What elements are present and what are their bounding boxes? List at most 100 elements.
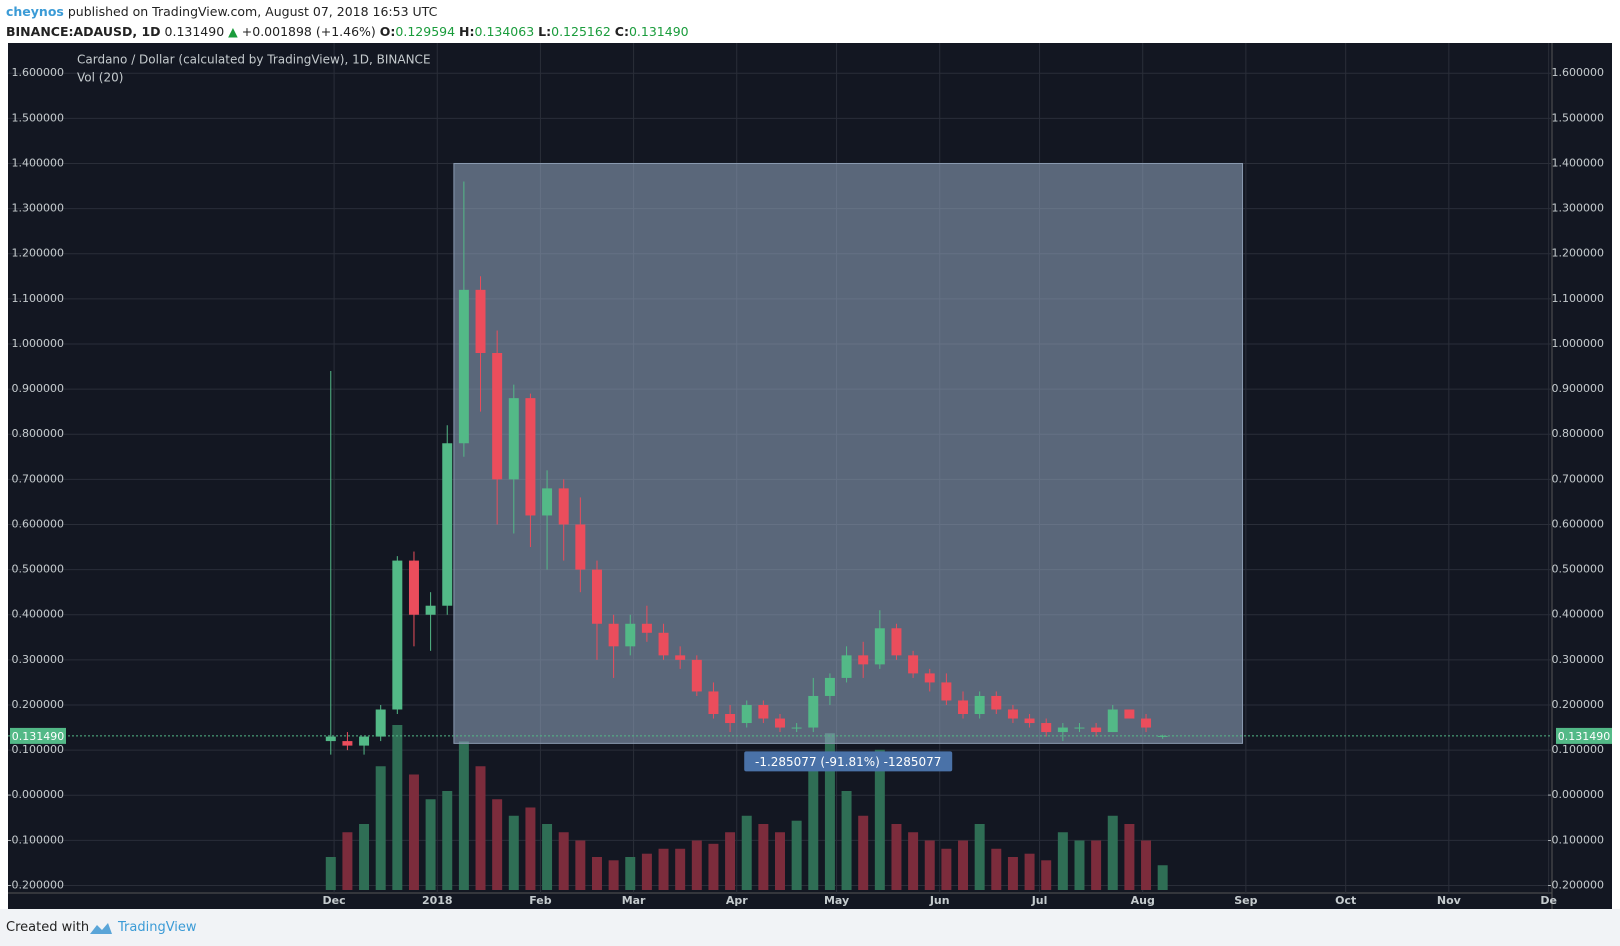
candle-body bbox=[741, 704, 752, 724]
y-tick-label: 0.600000 bbox=[12, 517, 65, 530]
volume-bar bbox=[941, 848, 952, 890]
y-tick-label: -0.000000 bbox=[8, 788, 64, 801]
h: 0.134063 bbox=[474, 24, 535, 39]
candle-body bbox=[359, 736, 370, 746]
y-tick-label: 0.300000 bbox=[12, 653, 65, 666]
x-tick-label: Feb bbox=[529, 894, 552, 907]
candle-body bbox=[991, 695, 1002, 710]
y-tick-label: 0.200000 bbox=[1552, 698, 1605, 711]
volume-bar bbox=[525, 807, 536, 890]
chart: 1.600000 1.600000 1.500000 1.500000 1.400000… bbox=[8, 43, 1612, 909]
y-tick-label: 1.600000 bbox=[12, 66, 65, 79]
candle-body bbox=[1007, 709, 1018, 719]
candle-body bbox=[1091, 727, 1102, 733]
volume-bar bbox=[508, 815, 519, 890]
brand[interactable]: TradingView bbox=[118, 920, 197, 935]
c-label: C: bbox=[614, 24, 629, 39]
y-tick-label: 1.500000 bbox=[12, 111, 65, 124]
y-tick-label: 1.600000 bbox=[1552, 66, 1605, 79]
volume-bar bbox=[891, 824, 902, 890]
measure-box bbox=[453, 162, 1244, 744]
y-tick-label: 0.400000 bbox=[12, 608, 65, 621]
price-label-bg bbox=[1556, 727, 1612, 744]
volume-bar bbox=[958, 840, 969, 890]
volume-bar bbox=[458, 741, 469, 890]
volume-bar bbox=[342, 832, 353, 890]
y-tick-label: -0.200000 bbox=[1548, 878, 1604, 891]
volume-bar bbox=[591, 857, 602, 890]
y-tick-label: 0.300000 bbox=[1552, 653, 1605, 666]
volume-bar bbox=[874, 749, 885, 890]
x-tick-label: Apr bbox=[726, 894, 748, 907]
candle-body bbox=[675, 655, 686, 660]
volume-bar bbox=[542, 824, 553, 890]
candle-body bbox=[525, 398, 536, 516]
l: 0.125162 bbox=[551, 24, 611, 39]
candle-body bbox=[691, 659, 702, 692]
author[interactable]: cheynos bbox=[6, 4, 64, 19]
measure-label-bg bbox=[744, 751, 953, 772]
y-tick-label: 1.300000 bbox=[12, 202, 65, 215]
candle-body bbox=[974, 695, 985, 715]
volume-bar bbox=[442, 791, 453, 890]
x-tick-label: De bbox=[1540, 894, 1557, 907]
volume-bar bbox=[1141, 840, 1152, 890]
volume-bar bbox=[908, 832, 919, 890]
measure-label: -1.285077 (-91.81%) -1285077 bbox=[755, 755, 941, 769]
volume-bar bbox=[641, 853, 652, 890]
candle-body bbox=[325, 736, 336, 742]
candle-body bbox=[958, 700, 969, 715]
x-tick-label: Mar bbox=[622, 894, 646, 907]
volume-bar bbox=[775, 832, 785, 890]
volume-bar bbox=[691, 840, 702, 890]
volume-bar bbox=[841, 791, 852, 890]
volume-bar bbox=[1041, 860, 1052, 890]
candle-body bbox=[1157, 735, 1168, 737]
o-label: O: bbox=[379, 24, 396, 39]
x-tick-label: 2018 bbox=[422, 894, 453, 907]
y-tick-label: 1.400000 bbox=[12, 156, 65, 169]
o: 0.129594 bbox=[395, 24, 456, 39]
candle-body bbox=[425, 605, 436, 615]
x-tick-label: Sep bbox=[1234, 894, 1257, 907]
volume-bar bbox=[475, 766, 486, 890]
candle-body bbox=[608, 623, 619, 647]
volume-bar bbox=[375, 766, 386, 890]
y-tick-label: 0.500000 bbox=[12, 563, 65, 576]
y-tick-label: 1.100000 bbox=[1552, 292, 1605, 305]
x-tick-label: Oct bbox=[1335, 894, 1356, 907]
candle-body bbox=[1024, 718, 1035, 724]
y-tick-label: 1.000000 bbox=[12, 337, 65, 350]
candle-body bbox=[924, 673, 935, 683]
y-tick-label: 1.300000 bbox=[1552, 202, 1605, 215]
candle-body bbox=[392, 560, 403, 710]
volume-bar bbox=[991, 848, 1002, 890]
y-tick-label: -0.000000 bbox=[1548, 788, 1604, 801]
candle-body bbox=[891, 628, 902, 656]
volume-bar bbox=[791, 820, 802, 890]
candle-body bbox=[375, 709, 386, 737]
candle-body bbox=[725, 714, 736, 724]
y-tick-label: -0.200000 bbox=[8, 878, 64, 891]
volume-bar bbox=[1007, 857, 1018, 890]
y-tick-label: 0.800000 bbox=[12, 427, 65, 440]
candle-body bbox=[542, 488, 553, 516]
volume-bar bbox=[824, 733, 835, 890]
volume-bar bbox=[741, 815, 752, 890]
volume-bar bbox=[608, 860, 619, 890]
ohlc-line: BINANCE:ADAUSD, 1D 0.131490 ▲ +0.001898 … bbox=[6, 22, 689, 42]
l-label: L: bbox=[538, 24, 552, 39]
volume-bar bbox=[625, 857, 636, 890]
volume-bar bbox=[408, 774, 419, 890]
price-label: 0.131490 bbox=[12, 730, 65, 743]
candle-body bbox=[908, 655, 919, 674]
header: cheynos published on TradingView.com, Au… bbox=[6, 2, 689, 42]
candle-body bbox=[824, 677, 835, 696]
y-tick-label: 0.900000 bbox=[1552, 382, 1605, 395]
volume-bar bbox=[858, 815, 869, 890]
volume-bar bbox=[758, 824, 769, 890]
candle-body bbox=[1141, 718, 1152, 728]
last: 0.131490 bbox=[164, 24, 225, 39]
c: 0.131490 bbox=[628, 24, 689, 39]
